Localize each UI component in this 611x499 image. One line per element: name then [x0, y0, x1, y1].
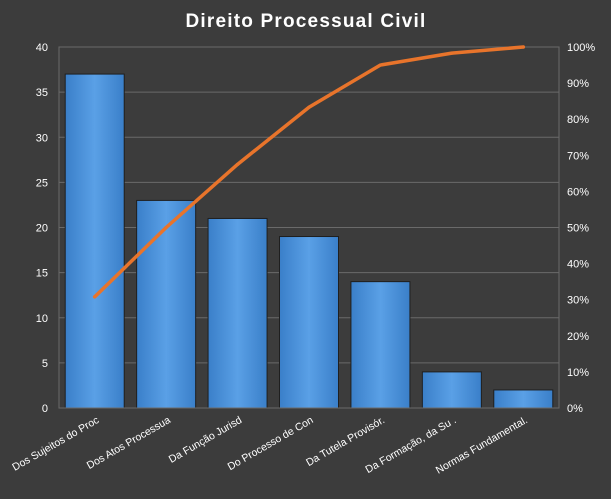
y-tick-label: 15: [36, 268, 48, 280]
line-layer: [92, 45, 526, 299]
y-tick-label: 40: [36, 42, 48, 54]
y2-tick-label: 40%: [567, 259, 589, 271]
line-point: [235, 162, 240, 166]
bar: [493, 389, 554, 409]
y-tick-label: 35: [36, 87, 48, 99]
y2-tick-label: 50%: [567, 223, 589, 235]
bar: [350, 281, 411, 409]
line-point: [307, 105, 311, 109]
y2-tick-label: 70%: [567, 150, 589, 162]
bar-layer: [64, 73, 554, 409]
axis-layer: [58, 46, 560, 409]
y-tick-label: 5: [42, 358, 48, 370]
line-point: [378, 63, 383, 67]
line-point: [450, 51, 454, 55]
line-point: [164, 225, 168, 230]
y2-tick-label: 60%: [567, 186, 589, 198]
y-tick-label: 20: [36, 223, 48, 235]
y-tick-label: 0: [42, 403, 48, 415]
y-tick-label: 30: [36, 132, 48, 144]
y2-tick-label: 90%: [567, 78, 589, 90]
y2-tick-label: 30%: [567, 295, 589, 307]
line-point: [93, 295, 97, 299]
line-point: [521, 45, 525, 49]
y-tick-label: 10: [36, 313, 48, 325]
bar: [421, 371, 482, 409]
bar: [64, 73, 125, 409]
plot-area-frame: [58, 46, 560, 409]
y2-tick-label: 20%: [567, 331, 589, 343]
bar: [136, 199, 197, 409]
bar: [279, 236, 339, 409]
bar: [207, 217, 268, 409]
y2-tick-label: 0%: [567, 403, 583, 415]
y2-tick-label: 100%: [567, 42, 595, 54]
y-tick-label: 25: [36, 177, 48, 189]
y2-tick-label: 80%: [567, 114, 589, 126]
chart-title: Direito Processual Civil: [185, 11, 426, 32]
y2-tick-label: 10%: [567, 367, 589, 379]
